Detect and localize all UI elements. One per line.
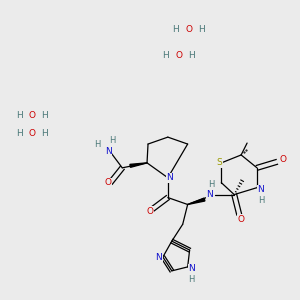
Text: H: H <box>42 129 48 138</box>
Text: O: O <box>28 129 36 138</box>
Text: O: O <box>279 155 286 164</box>
Text: O: O <box>175 51 182 60</box>
Text: H: H <box>42 111 48 120</box>
Text: H: H <box>258 196 264 205</box>
Text: N: N <box>155 253 162 262</box>
Text: N: N <box>258 185 264 194</box>
Text: N: N <box>167 173 173 182</box>
Text: O: O <box>105 178 112 187</box>
Text: H: H <box>94 140 101 148</box>
Text: H: H <box>188 275 195 284</box>
Text: H: H <box>109 136 116 145</box>
Text: H: H <box>188 51 195 60</box>
Text: H: H <box>16 129 22 138</box>
Text: S: S <box>217 158 222 167</box>
Text: N: N <box>188 264 195 273</box>
Text: N: N <box>206 190 213 199</box>
Text: H: H <box>16 111 22 120</box>
Text: H: H <box>208 180 214 189</box>
Text: O: O <box>185 25 192 34</box>
Text: O: O <box>238 215 244 224</box>
Text: H: H <box>172 25 179 34</box>
Polygon shape <box>130 163 147 167</box>
Polygon shape <box>188 198 205 205</box>
Text: H: H <box>198 25 205 34</box>
Text: O: O <box>146 207 154 216</box>
Text: O: O <box>28 111 36 120</box>
Text: H: H <box>163 51 169 60</box>
Text: N: N <box>105 148 112 157</box>
